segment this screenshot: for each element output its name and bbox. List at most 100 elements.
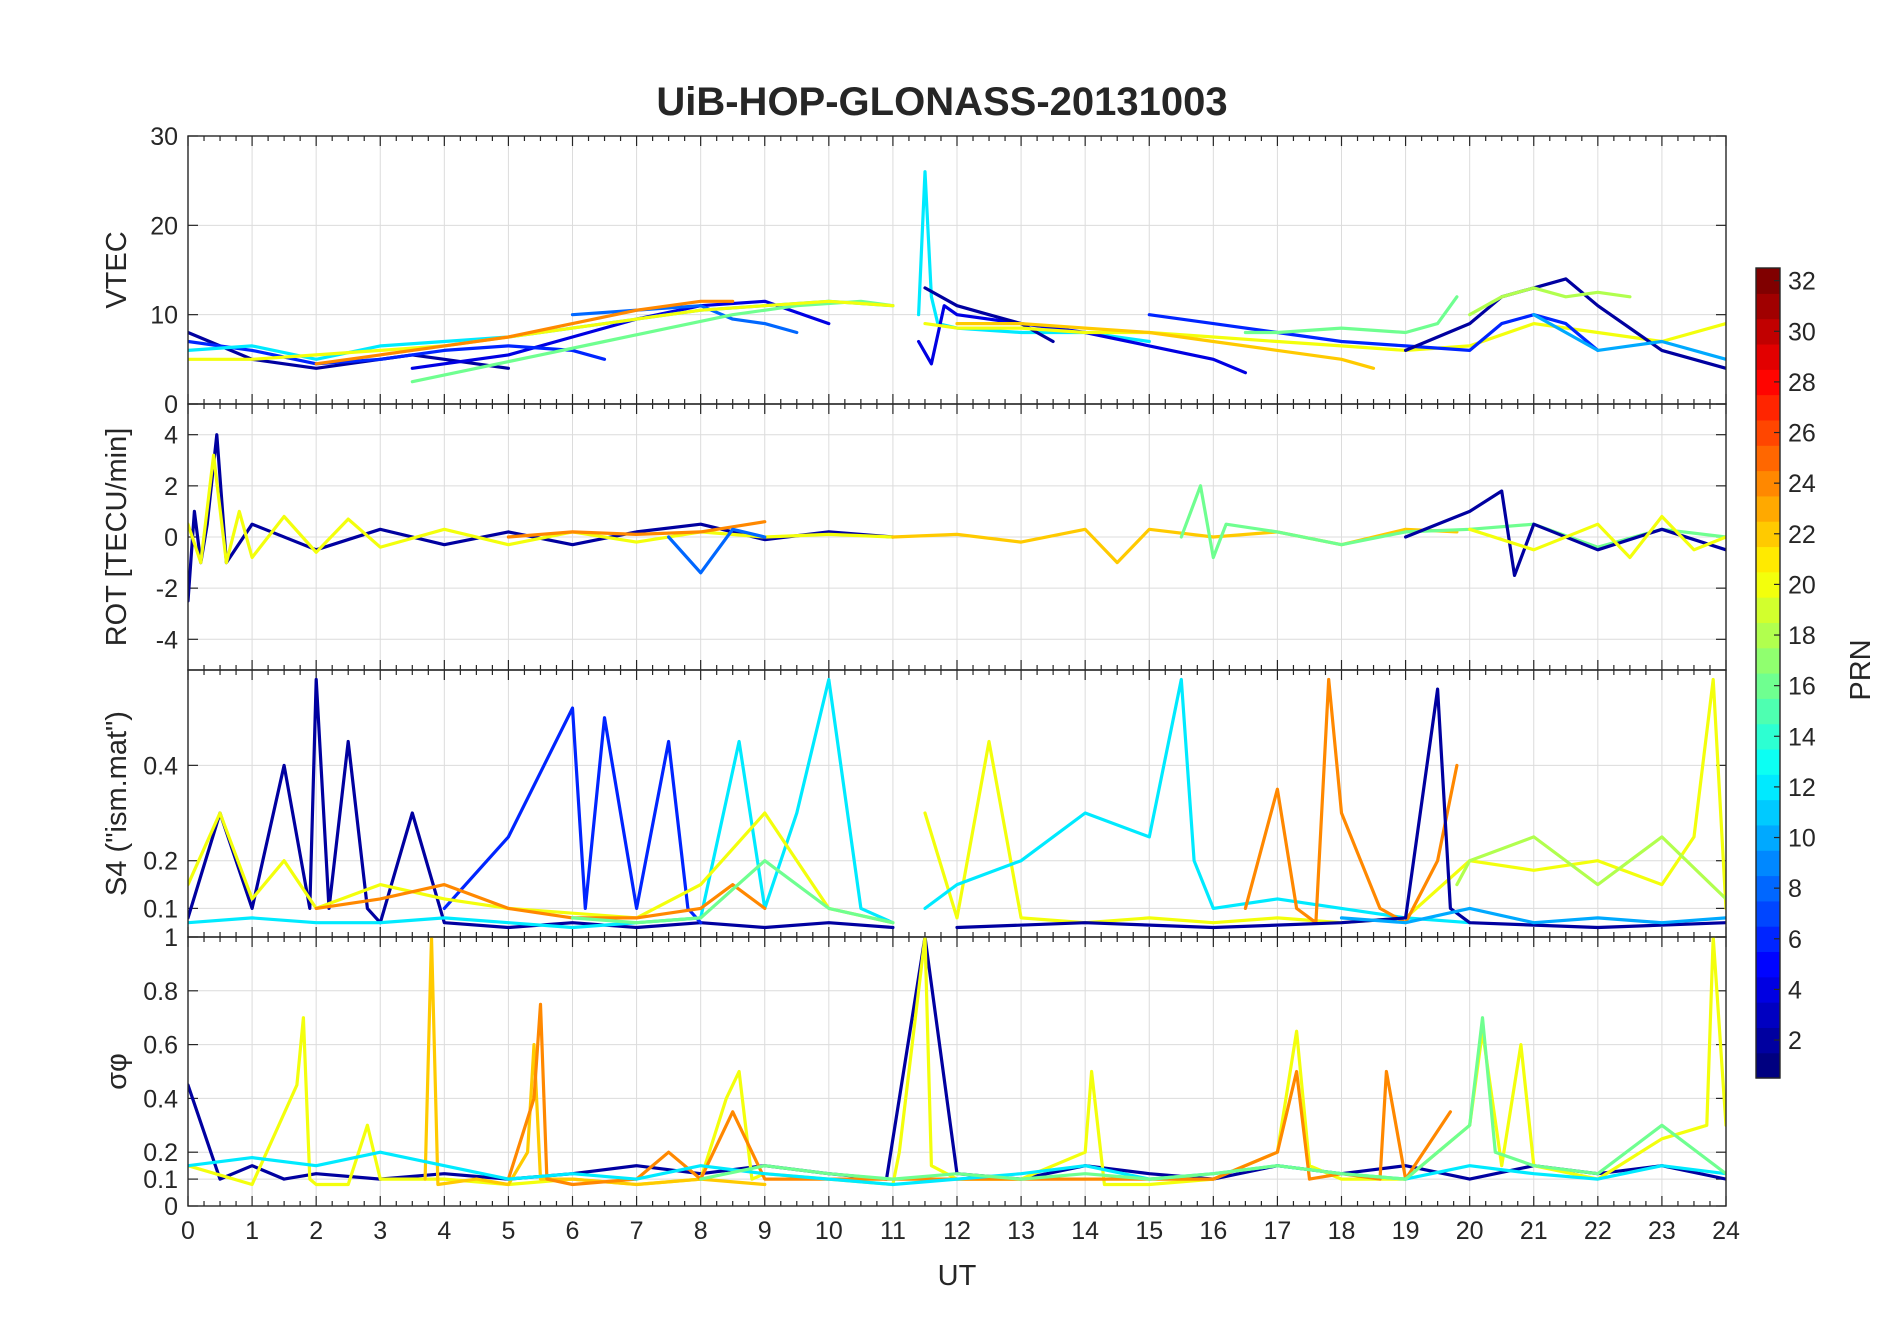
colorbar-band xyxy=(1756,647,1780,674)
series-line-prn-22 xyxy=(423,937,767,1187)
series-line-prn-20 xyxy=(188,453,895,565)
colorbar-frame xyxy=(1755,267,1781,1079)
series-line-prn-2-late- xyxy=(955,687,1726,930)
x-tick-label: 23 xyxy=(1648,1217,1676,1245)
colorbar-label: PRN xyxy=(1845,639,1877,700)
panel-sigma: 00.10.2 0.4 0.6 0.8 1 σφ xyxy=(101,924,1727,1221)
x-tick-label: 17 xyxy=(1264,1217,1292,1245)
colorbar-band xyxy=(1756,394,1780,421)
x-axis-label: UT xyxy=(938,1260,977,1292)
x-tick-label: 8 xyxy=(694,1217,708,1245)
series-group-vtec xyxy=(188,170,1726,384)
series-line-prn-10 xyxy=(1532,313,1726,361)
y-tick-label: 0.1 xyxy=(143,895,178,923)
y-axis-label-sigma: σφ xyxy=(101,1053,133,1090)
x-tick-label: 10 xyxy=(815,1217,843,1245)
colorbar-tick-label: 30 xyxy=(1788,318,1816,346)
series-line-prn-20-after-gap- xyxy=(923,322,1726,352)
colorbar-band xyxy=(1756,546,1780,573)
colorbar-band xyxy=(1756,951,1780,978)
series-line-prn-22 xyxy=(955,322,1376,370)
series-line-prn-6 xyxy=(442,706,703,925)
series-line-prn-12 xyxy=(188,1150,1726,1187)
series-line-prn-16 xyxy=(1179,484,1726,560)
panel-rot: -4 -2 0 2 4 ROT [TECU/min] xyxy=(101,403,1727,671)
x-tick-label: 20 xyxy=(1456,1217,1484,1245)
x-tick-label: 2 xyxy=(309,1217,323,1245)
series-group-s4 xyxy=(188,677,1726,930)
panel-vtec: 0 10 20 30 VTEC xyxy=(101,123,1727,419)
series-line-prn-10 xyxy=(1339,906,1726,925)
series-line-prn-18 xyxy=(1468,286,1632,317)
panel-s4: 0.1 0.2 0.4 S4 ("ism.mat") xyxy=(101,669,1727,938)
y-axis-label-rot: ROT [TECU/min] xyxy=(101,428,133,647)
x-tick-label: 22 xyxy=(1584,1217,1612,1245)
series-line-prn-16-late- xyxy=(1243,295,1459,335)
colorbar-band xyxy=(1756,900,1780,927)
colorbar-tick-label: 18 xyxy=(1788,622,1816,650)
colorbar-tick-label: 14 xyxy=(1788,723,1816,751)
colorbar-band xyxy=(1756,597,1780,623)
colorbar-band xyxy=(1756,850,1780,877)
x-tick-label: 9 xyxy=(758,1217,772,1245)
x-tick-label: 6 xyxy=(566,1217,580,1245)
colorbar-band xyxy=(1756,445,1780,472)
x-tick-label: 7 xyxy=(630,1217,644,1245)
y-tick-label: -2 xyxy=(156,575,178,603)
colorbar-tick-label: 16 xyxy=(1788,673,1816,701)
y-axis-label-vtec: VTEC xyxy=(101,231,133,308)
colorbar-tick-label: 20 xyxy=(1788,571,1816,599)
series-group-rot xyxy=(188,433,1726,603)
colorbar-band xyxy=(1756,1052,1780,1079)
colorbar-tick-label: 26 xyxy=(1788,420,1816,448)
y-tick-label: 1 xyxy=(164,924,178,952)
y-axis-label-s4: S4 ("ism.mat") xyxy=(101,711,133,896)
series-line-prn-12-after-gap- xyxy=(923,677,1472,925)
series-line-prn-4 xyxy=(410,299,831,370)
series-line-prn-24 xyxy=(506,1002,1453,1187)
series-line-prn-16 xyxy=(699,1016,1726,1181)
colorbar-tick-label: 24 xyxy=(1788,470,1816,498)
colorbar-tick-label: 10 xyxy=(1788,825,1816,853)
y-tick-label: 30 xyxy=(150,123,178,151)
y-tick-label: 0 xyxy=(164,391,178,419)
colorbar-band xyxy=(1756,748,1780,775)
x-axis: 0 1 2 3 4 5 6 7 8 9 10 11 12 13 14 15 16 17 18 19 20 21 22 23 24 xyxy=(181,1217,1740,1245)
x-tick-label: 15 xyxy=(1135,1217,1163,1245)
colorbar-band xyxy=(1756,799,1780,826)
x-tick-label: 12 xyxy=(943,1217,971,1245)
series-line-prn-8 xyxy=(666,527,767,575)
x-tick-label: 18 xyxy=(1328,1217,1356,1245)
x-tick-label: 5 xyxy=(501,1217,515,1245)
y-tick-label: 10 xyxy=(150,302,178,330)
y-tick-label: 0.2 xyxy=(143,1139,178,1167)
colorbar-band xyxy=(1756,495,1780,522)
x-tick-label: 11 xyxy=(880,1217,906,1245)
panel-frame-sigma xyxy=(187,936,1727,1207)
x-tick-label: 0 xyxy=(181,1217,195,1245)
y-tick-label: 20 xyxy=(150,212,178,240)
colorbar-band xyxy=(1756,698,1780,725)
chart-title: UiB-HOP-GLONASS-20131003 xyxy=(656,80,1227,124)
x-tick-label: 4 xyxy=(437,1217,451,1245)
colorbar-tick-label: 6 xyxy=(1788,926,1802,954)
x-tick-label: 13 xyxy=(1007,1217,1035,1245)
series-line-prn-20-late- xyxy=(1468,514,1726,560)
y-tick-label: 0.1 xyxy=(143,1166,178,1194)
y-tick-label: 0.4 xyxy=(143,1085,178,1113)
y-tick-label: -4 xyxy=(156,626,178,654)
series-line-prn-20 xyxy=(188,811,895,925)
y-tick-label: 0.6 xyxy=(143,1032,178,1060)
y-tick-label: 0 xyxy=(164,524,178,552)
colorbar-band xyxy=(1756,1002,1780,1028)
colorbar-tick-label: 22 xyxy=(1788,521,1816,549)
x-tick-label: 19 xyxy=(1392,1217,1420,1245)
colorbar-band xyxy=(1756,343,1780,370)
x-tick-label: 16 xyxy=(1199,1217,1227,1245)
x-tick-label: 14 xyxy=(1071,1217,1099,1245)
colorbar-tick-label: 28 xyxy=(1788,369,1816,397)
